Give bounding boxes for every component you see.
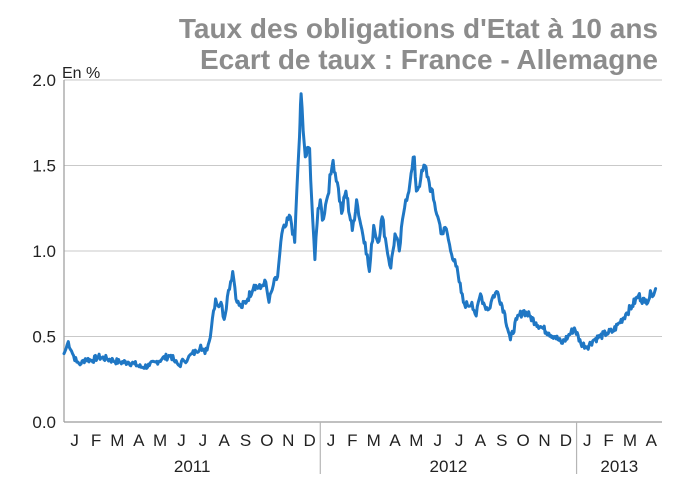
x-month-label: M xyxy=(623,431,637,450)
x-month-label: A xyxy=(646,431,658,450)
x-month-label: A xyxy=(219,431,231,450)
x-month-label: M xyxy=(409,431,423,450)
x-month-label: J xyxy=(434,431,443,450)
x-month-label: N xyxy=(538,431,550,450)
x-month-label: O xyxy=(517,431,530,450)
y-tick-label: 1.5 xyxy=(32,157,56,176)
year-label: 2012 xyxy=(430,457,468,476)
y-axis-unit-label: En % xyxy=(62,65,100,82)
series-line xyxy=(62,92,658,370)
grid-lines xyxy=(64,79,662,337)
x-month-label: D xyxy=(560,431,572,450)
x-month-label: M xyxy=(110,431,124,450)
x-month-label: F xyxy=(603,431,613,450)
chart-subtitle: Ecart de taux : France - Allemagne xyxy=(200,44,658,75)
x-month-label: J xyxy=(177,431,186,450)
x-month-label: J xyxy=(199,431,208,450)
x-month-label: J xyxy=(583,431,592,450)
y-tick-label: 0.0 xyxy=(32,413,56,432)
x-month-label: M xyxy=(367,431,381,450)
x-month-label: J xyxy=(327,431,336,450)
x-month-label: N xyxy=(282,431,294,450)
x-month-label: D xyxy=(303,431,315,450)
series-group xyxy=(62,92,658,370)
x-month-label: S xyxy=(496,431,507,450)
chart-title: Taux des obligations d'Etat à 10 ans xyxy=(179,13,658,44)
x-month-label: F xyxy=(91,431,101,450)
x-year-labels: 2011 2012 2013 xyxy=(174,422,638,476)
y-tick-labels: 0.0 0.5 1.0 1.5 2.0 xyxy=(32,71,56,432)
year-label: 2011 xyxy=(174,457,211,476)
y-tick-label: 2.0 xyxy=(32,71,56,90)
x-month-label: O xyxy=(260,431,273,450)
x-month-label: F xyxy=(347,431,357,450)
axes xyxy=(63,80,662,423)
x-month-label: A xyxy=(389,431,401,450)
x-month-label: M xyxy=(153,431,167,450)
y-tick-label: 0.5 xyxy=(32,328,56,347)
x-month-label: S xyxy=(240,431,251,450)
x-month-label: J xyxy=(70,431,79,450)
y-tick-label: 1.0 xyxy=(32,242,56,261)
x-month-label: A xyxy=(475,431,487,450)
x-month-label: A xyxy=(133,431,145,450)
year-label: 2013 xyxy=(600,457,638,476)
x-month-label: J xyxy=(455,431,464,450)
